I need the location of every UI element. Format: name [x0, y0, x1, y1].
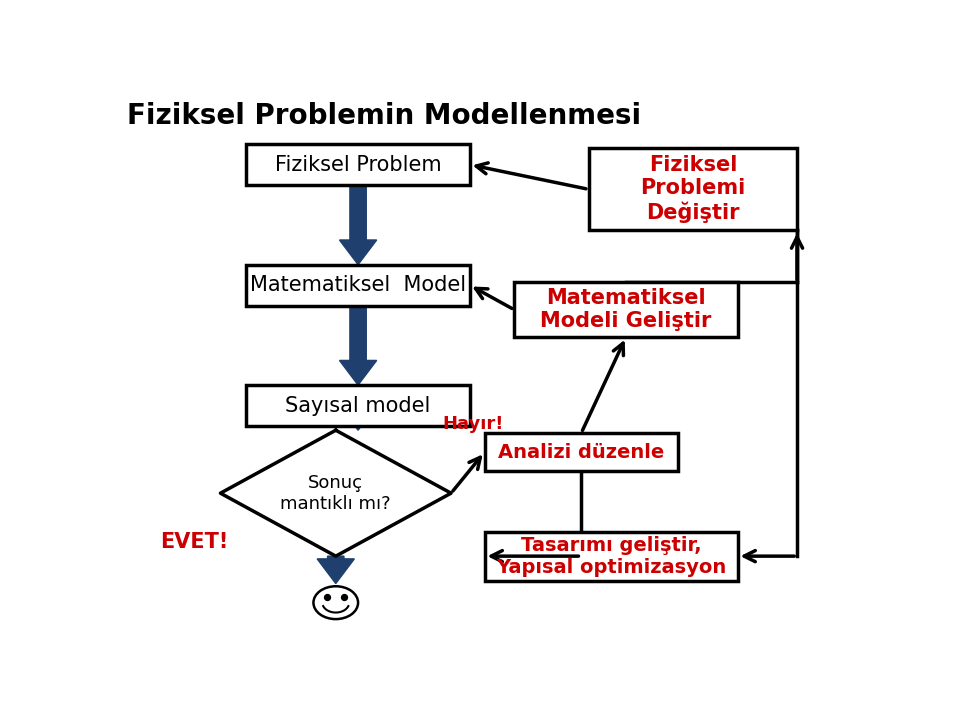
FancyArrow shape	[340, 306, 376, 385]
Bar	[588, 149, 797, 230]
Bar	[247, 264, 469, 306]
Bar	[247, 385, 469, 426]
Bar	[515, 282, 737, 337]
Bar	[247, 144, 469, 186]
Text: Analizi düzenle: Analizi düzenle	[498, 443, 664, 461]
Text: Sayısal model: Sayısal model	[285, 395, 431, 416]
FancyArrow shape	[340, 186, 376, 264]
Text: Matematiksel
Modeli Geliştir: Matematiksel Modeli Geliştir	[540, 288, 711, 331]
Text: Fiziksel Problem: Fiziksel Problem	[275, 155, 442, 175]
Text: Sonuç
mantıklı mı?: Sonuç mantıklı mı?	[280, 474, 391, 513]
FancyArrow shape	[340, 405, 376, 430]
Text: Matematiksel  Model: Matematiksel Model	[250, 275, 467, 295]
Point	[320, 592, 335, 603]
Text: EVET!: EVET!	[160, 533, 228, 552]
Text: Hayır!: Hayır!	[443, 415, 504, 433]
Text: Fiziksel Problemin Modellenmesi: Fiziksel Problemin Modellenmesi	[128, 102, 641, 129]
Bar	[485, 532, 737, 581]
Bar	[485, 433, 678, 471]
Text: Fiziksel
Problemi
Değiştir: Fiziksel Problemi Değiştir	[640, 155, 746, 223]
FancyArrow shape	[317, 556, 354, 584]
Point	[337, 592, 352, 603]
Text: Tasarımı geliştir,
Yapısal optimizasyon: Tasarımı geliştir, Yapısal optimizasyon	[496, 535, 726, 577]
